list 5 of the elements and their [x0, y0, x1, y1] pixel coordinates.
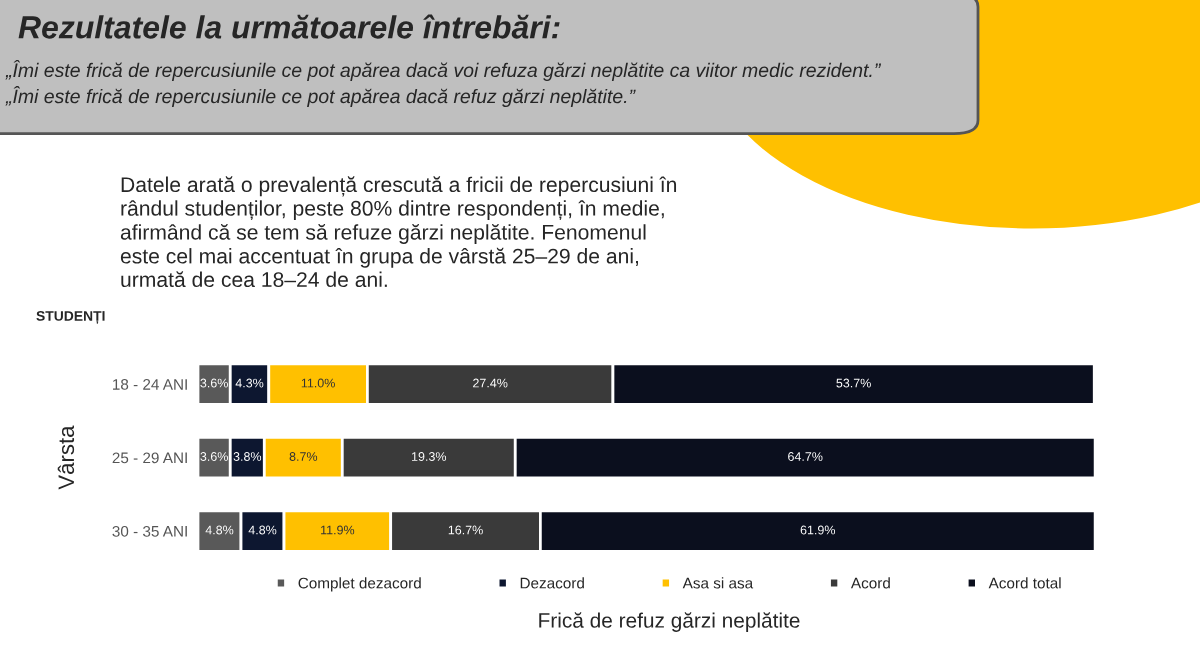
- chart-title: Rezultatele la următoarele întrebări:: [18, 14, 560, 39]
- x-axis-title: Frică de refuz gărzi neplătite: [539, 612, 800, 632]
- y-axis-title: Vârsta: [57, 425, 75, 490]
- chart-subtitle: „Îmi este frică de repercusiunile ce pot apărea dacă voi refuza gărzi neplătite ca viitor medic rezident.” „Îmi este frică de repercusiunile ce pot apărea dacă refuz gărzi neplătite.”: [5, 59, 882, 108]
- text: Datele arată o prevalență crescută a fricii de repercusiuni în rândul studenților, peste 80% dintre respondenți, în medie, afirmând că se tem să refuze gărzi neplătite. Fenomenul este cel mai accentuat în grupa de vârstă 25–29 de ani, urmată de cea 18–24 de ani.: [120, 176, 677, 288]
